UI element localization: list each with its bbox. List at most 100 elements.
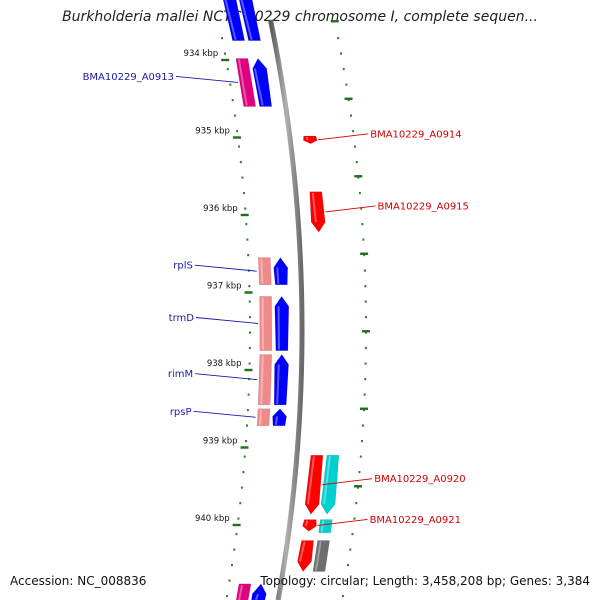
gene-label[interactable]: BMA10229_A0921 [370, 515, 461, 526]
feature-1[interactable] [214, 0, 245, 41]
feature-21[interactable] [250, 583, 267, 600]
feature-shape[interactable] [259, 296, 273, 351]
tick-mark-minor [330, 20, 339, 23]
scale-dot [362, 409, 365, 412]
feature-highlight [315, 541, 322, 571]
scale-dot [233, 548, 236, 551]
scale-dot [361, 223, 364, 226]
gene-label[interactable]: BMA10229_A0914 [370, 129, 461, 140]
scale-dot [228, 579, 231, 582]
feature-19[interactable] [312, 540, 330, 572]
feature-8[interactable] [274, 295, 290, 351]
feature-9[interactable] [259, 296, 273, 351]
scale-dot [244, 440, 247, 443]
feature-0[interactable] [230, 0, 261, 41]
scale-dot [364, 331, 367, 334]
feature-18[interactable] [297, 540, 314, 573]
scale-dot [350, 114, 353, 117]
feature-4[interactable] [302, 135, 318, 145]
gene-label[interactable]: BMA10229_A0915 [377, 201, 468, 212]
feature-shape[interactable] [302, 519, 317, 532]
tick-label: 934 kbp [184, 49, 219, 59]
feature-highlight [260, 355, 264, 404]
feature-highlight [311, 192, 317, 223]
feature-3[interactable] [235, 58, 257, 107]
feature-16[interactable] [302, 519, 317, 532]
feature-highlight [304, 520, 309, 527]
feature-13[interactable] [256, 408, 271, 427]
feature-shape[interactable] [250, 583, 267, 600]
feature-shape[interactable] [273, 257, 289, 286]
feature-17[interactable] [318, 519, 333, 534]
gene-label[interactable]: rplS [173, 261, 193, 272]
scale-dot [364, 347, 367, 350]
tick-mark [221, 58, 230, 62]
feature-shape[interactable] [297, 540, 314, 573]
tick-label: 936 kbp [203, 204, 238, 214]
scale-dot [340, 52, 343, 55]
feature-highlight [323, 456, 331, 505]
feature-14[interactable] [304, 454, 324, 515]
scale-dot [355, 502, 358, 505]
feature-shape[interactable] [302, 135, 318, 145]
feature-15[interactable] [320, 454, 340, 515]
tick-label: 939 kbp [203, 437, 238, 447]
gene-label[interactable]: BMA10229_A0920 [374, 474, 465, 485]
feature-shape[interactable] [272, 408, 287, 427]
feature-7[interactable] [257, 257, 272, 286]
feature-shape[interactable] [312, 540, 330, 572]
scale-layer: 934 kbp 935 kbp 936 kbp 937 kbp 938 kbp 939 k… [184, 20, 370, 598]
feature-shape[interactable] [252, 57, 273, 107]
scale-dot [356, 486, 359, 489]
feature-shape[interactable] [234, 583, 252, 600]
feature-6[interactable] [273, 257, 289, 286]
feature-shape[interactable] [257, 354, 273, 406]
feature-shape[interactable] [274, 295, 290, 351]
feature-20[interactable] [234, 583, 252, 600]
feature-highlight [276, 267, 280, 284]
feature-shape[interactable] [256, 408, 271, 427]
tick-mark-minor [354, 485, 363, 488]
feature-12[interactable] [272, 408, 287, 427]
feature-2[interactable] [252, 57, 273, 107]
feature-highlight [275, 416, 278, 425]
gene-label[interactable]: rpsP [170, 407, 192, 418]
feature-5[interactable] [309, 191, 326, 233]
gene-label[interactable]: trmD [169, 313, 195, 324]
scale-dot [231, 99, 234, 102]
feature-shape[interactable] [318, 519, 333, 534]
scale-dot [244, 207, 247, 210]
label-leader [195, 373, 258, 381]
gene-label[interactable]: rimM [168, 369, 193, 380]
tick-label: 937 kbp [207, 282, 242, 292]
feature-11[interactable] [257, 354, 273, 406]
scale-dot [354, 145, 357, 148]
label-leader [325, 205, 376, 213]
feature-shape[interactable] [320, 454, 340, 515]
scale-dot [238, 145, 241, 148]
gene-label[interactable]: BMA10229_A0913 [83, 72, 174, 83]
scale-dot [358, 471, 361, 474]
scale-right-dots [337, 37, 367, 598]
scale-left-dots [221, 37, 251, 598]
feature-shape[interactable] [257, 257, 272, 286]
feature-shape[interactable] [309, 191, 326, 233]
feature-shape[interactable] [214, 0, 245, 41]
scale-dot [241, 176, 244, 179]
feature-shape[interactable] [273, 353, 289, 406]
feature-highlight [240, 0, 253, 40]
scale-dot [245, 223, 248, 226]
scale-dot [247, 254, 250, 257]
label-leader [322, 478, 373, 486]
tick-label: 938 kbp [207, 359, 242, 369]
feature-shape[interactable] [230, 0, 261, 41]
feature-highlight [255, 593, 259, 600]
scale-dot [355, 161, 358, 164]
feature-highlight [276, 364, 280, 404]
scale-dot [352, 130, 355, 133]
feature-shape[interactable] [235, 58, 257, 107]
scale-dot [364, 285, 367, 288]
feature-shape[interactable] [304, 454, 324, 515]
scale-dot [226, 68, 229, 71]
feature-10[interactable] [273, 353, 289, 406]
